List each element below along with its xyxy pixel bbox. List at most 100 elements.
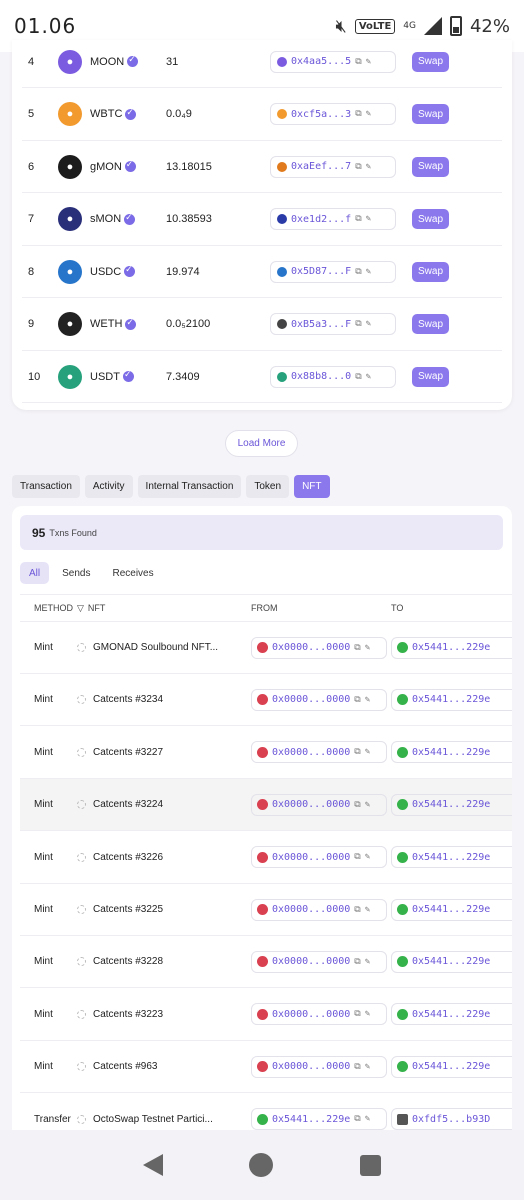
token-address[interactable]: 0xe1d2...f ⧉ ✎ [270,208,396,230]
nft-cell[interactable]: Catcents #3224 [77,799,237,810]
table-row[interactable]: Mint GMONAD Soulbound NFT... 0x0000...00… [20,622,512,674]
edit-icon[interactable]: ✎ [364,956,371,967]
token-row[interactable]: 4 ● MOON 31 0x4aa5...5 ⧉ ✎ Swap [22,36,502,88]
swap-button[interactable]: Swap [412,209,449,229]
copy-icon[interactable]: ⧉ [354,694,361,705]
nft-name[interactable]: Catcents #963 [93,1061,158,1073]
to-address[interactable]: 0x5441...229e [391,950,512,973]
nft-name[interactable]: Catcents #3228 [93,956,164,968]
tab-activity[interactable]: Activity [84,475,133,498]
to-address[interactable]: 0x5441...229e [391,1003,512,1026]
nft-cell[interactable]: Catcents #3225 [77,904,237,915]
table-row[interactable]: Mint Catcents #963 0x0000...0000 ⧉ ✎ 0x5… [20,1041,512,1094]
token-name-cell[interactable]: ● WETH [58,312,166,336]
table-row[interactable]: Mint Catcents #3226 0x0000...0000 ⧉ ✎ 0x… [20,832,512,884]
nft-name[interactable]: Catcents #3234 [93,694,164,706]
copy-icon[interactable]: ⧉ [355,266,362,277]
table-row[interactable]: Mint Catcents #3227 0x0000...0000 ⧉ ✎ 0x… [20,727,512,779]
table-row[interactable]: Mint Catcents #3224 0x0000...0000 ⧉ ✎ 0x… [20,779,512,832]
edit-icon[interactable]: ✎ [364,1114,371,1125]
edit-icon[interactable]: ✎ [364,799,371,810]
nft-cell[interactable]: GMONAD Soulbound NFT... [77,642,237,653]
edit-icon[interactable]: ✎ [365,319,372,329]
table-row[interactable]: Mint Catcents #3225 0x0000...0000 ⧉ ✎ 0x… [20,884,512,936]
nft-cell[interactable]: OctoSwap Testnet Partici... [77,1114,237,1125]
filter-tab-sends[interactable]: Sends [62,567,91,579]
recents-nav-icon[interactable] [359,1154,381,1176]
copy-icon[interactable]: ⧉ [355,56,362,67]
edit-icon[interactable]: ✎ [365,161,372,172]
back-nav-icon[interactable] [143,1154,164,1176]
token-name-cell[interactable]: ● sMON [58,207,166,231]
copy-icon[interactable]: ⧉ [354,1114,361,1125]
from-address[interactable]: 0x5441...229e ⧉ ✎ [251,1108,387,1131]
copy-icon[interactable]: ⧉ [354,747,361,758]
home-nav-icon[interactable] [249,1153,274,1177]
header-nft[interactable]: ▽ NFT [77,603,237,614]
token-row[interactable]: 9 ● WETH 0.0₅2100 0xB5a3...F ⧉ ✎ Swap [22,299,502,351]
from-address[interactable]: 0x0000...0000 ⧉ ✎ [251,636,387,659]
nft-cell[interactable]: Catcents #963 [77,1061,237,1072]
token-name-cell[interactable]: ● USDT [58,364,166,389]
token-row[interactable]: 5 ● WBTC 0.0₄9 0xcf5a...3 ⧉ ✎ Swap [22,89,502,141]
copy-icon[interactable]: ⧉ [355,214,362,224]
token-address[interactable]: 0xcf5a...3 ⧉ ✎ [270,103,396,125]
token-address[interactable]: 0x5D87...F ⧉ ✎ [270,260,396,283]
swap-button[interactable]: Swap [412,261,449,282]
nft-cell[interactable]: Catcents #3228 [77,956,237,967]
copy-icon[interactable]: ⧉ [354,1009,361,1020]
copy-icon[interactable]: ⧉ [354,1061,361,1072]
nft-name[interactable]: Catcents #3227 [93,746,164,758]
from-address[interactable]: 0x0000...0000 ⧉ ✎ [251,688,387,711]
nft-cell[interactable]: Catcents #3227 [77,747,237,758]
copy-icon[interactable]: ⧉ [355,319,362,329]
swap-button[interactable]: Swap [412,366,449,387]
from-address[interactable]: 0x0000...0000 ⧉ ✎ [251,846,387,869]
copy-icon[interactable]: ⧉ [354,956,361,967]
filter-icon[interactable]: ▽ [77,602,84,613]
copy-icon[interactable]: ⧉ [355,161,362,172]
copy-icon[interactable]: ⧉ [354,799,361,810]
token-name-cell[interactable]: ● MOON [58,49,166,74]
token-name-cell[interactable]: ● WBTC [58,102,166,126]
to-address[interactable]: 0x5441...229e [391,741,512,764]
nft-name[interactable]: Catcents #3223 [93,1008,164,1020]
token-address[interactable]: 0x4aa5...5 ⧉ ✎ [270,50,396,73]
to-address[interactable]: 0x5441...229e [391,898,512,921]
token-address[interactable]: 0x88b8...0 ⧉ ✎ [270,365,396,388]
nft-cell[interactable]: Catcents #3223 [77,1009,237,1020]
edit-icon[interactable]: ✎ [365,266,372,277]
copy-icon[interactable]: ⧉ [354,642,361,653]
tab-nft[interactable]: NFT [294,475,330,498]
token-name-cell[interactable]: ● gMON [58,154,166,179]
edit-icon[interactable]: ✎ [364,904,371,915]
from-address[interactable]: 0x0000...0000 ⧉ ✎ [251,793,387,816]
from-address[interactable]: 0x0000...0000 ⧉ ✎ [251,950,387,973]
to-address[interactable]: 0xfdf5...b93D [391,1108,512,1131]
from-address[interactable]: 0x0000...0000 ⧉ ✎ [251,1003,387,1026]
swap-button[interactable]: Swap [412,51,449,72]
filter-tab-receives[interactable]: Receives [112,567,154,579]
edit-icon[interactable]: ✎ [364,694,371,705]
from-address[interactable]: 0x0000...0000 ⧉ ✎ [251,741,387,764]
nft-name[interactable]: OctoSwap Testnet Partici... [93,1113,213,1125]
table-row[interactable]: Mint Catcents #3228 0x0000...0000 ⧉ ✎ 0x… [20,936,512,989]
table-row[interactable]: Mint Catcents #3234 0x0000...0000 ⧉ ✎ 0x… [20,674,512,727]
nft-name[interactable]: Catcents #3224 [93,799,164,811]
to-address[interactable]: 0x5441...229e [391,1055,512,1078]
nft-name[interactable]: Catcents #3226 [93,851,164,863]
load-more-button[interactable]: Load More [225,430,298,457]
swap-button[interactable]: Swap [412,314,449,334]
to-address[interactable]: 0x5441...229e [391,846,512,869]
edit-icon[interactable]: ✎ [365,214,372,224]
edit-icon[interactable]: ✎ [364,1009,371,1020]
swap-button[interactable]: Swap [412,156,449,177]
to-address[interactable]: 0x5441...229e [391,636,512,659]
edit-icon[interactable]: ✎ [364,747,371,758]
edit-icon[interactable]: ✎ [365,56,372,67]
nft-cell[interactable]: Catcents #3226 [77,852,237,863]
nft-name[interactable]: Catcents #3225 [93,904,164,915]
edit-icon[interactable]: ✎ [364,642,371,653]
nft-cell[interactable]: Catcents #3234 [77,694,237,705]
edit-icon[interactable]: ✎ [365,109,372,119]
